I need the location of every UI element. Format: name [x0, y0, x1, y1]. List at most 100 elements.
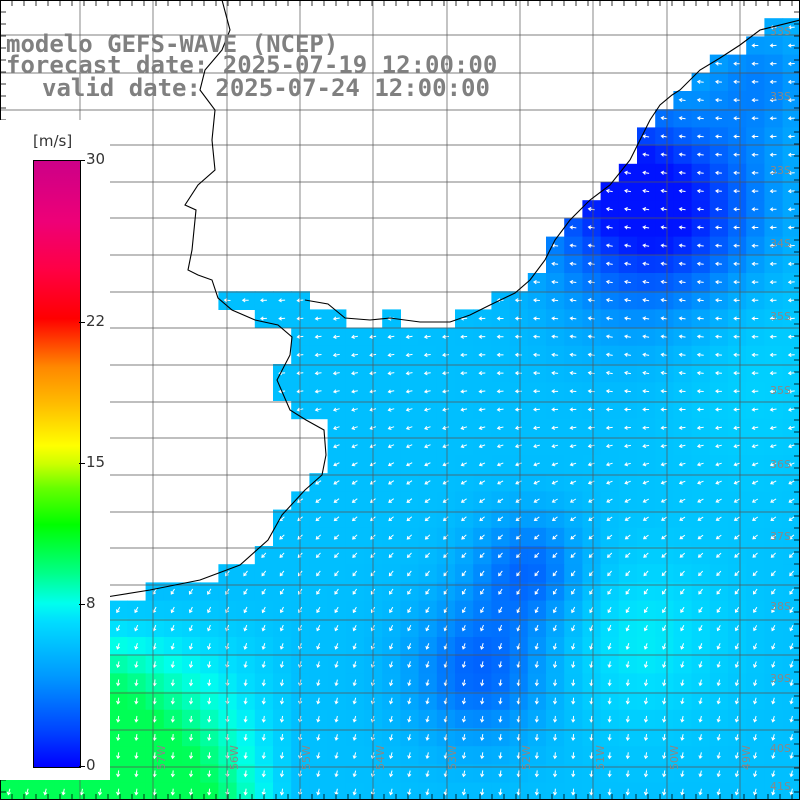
wind-arrow	[571, 734, 576, 741]
wind-arrow	[479, 516, 485, 522]
wind-arrow	[480, 606, 485, 614]
wind-arrow	[605, 334, 613, 339]
wind-arrow	[769, 462, 777, 467]
wind-arrow	[441, 371, 449, 376]
wind-arrow	[352, 679, 357, 687]
wind-arrow	[425, 552, 431, 558]
wind-arrow	[698, 788, 703, 796]
wind-arrow	[733, 298, 741, 303]
wind-arrow	[715, 116, 722, 121]
wind-arrow	[551, 498, 558, 503]
wind-arrow	[751, 279, 759, 285]
wind-arrow	[643, 661, 648, 669]
wind-arrow	[480, 679, 485, 687]
wind-arrow	[770, 516, 777, 522]
wind-arrow	[660, 152, 668, 157]
wind-arrow	[225, 588, 230, 595]
wind-arrow	[405, 352, 413, 358]
wind-arrow	[387, 389, 395, 394]
wind-arrow	[769, 134, 777, 139]
wind-arrow	[116, 770, 121, 778]
wind-arrow	[316, 734, 321, 741]
wind-arrow	[642, 480, 650, 485]
wind-arrow	[698, 734, 703, 741]
wind-arrow	[696, 207, 704, 212]
wind-arrow	[680, 752, 685, 760]
wind-arrow	[552, 661, 558, 669]
wind-arrow	[624, 407, 631, 412]
wind-arrow	[660, 207, 668, 212]
wind-arrow	[753, 770, 758, 778]
wind-arrow	[425, 770, 430, 778]
wind-arrow	[315, 498, 322, 503]
wind-arrow	[279, 752, 285, 760]
wind-arrow	[716, 752, 721, 760]
wind-arrow	[552, 534, 558, 540]
wind-arrow	[314, 389, 322, 394]
wind-arrow	[61, 788, 66, 796]
wind-arrow	[624, 534, 631, 540]
wind-arrow	[751, 480, 759, 485]
wind-arrow	[605, 370, 613, 376]
longitude-label: 51W	[594, 745, 607, 770]
wind-arrow	[660, 407, 668, 412]
wind-arrow	[625, 606, 630, 614]
wind-arrow	[552, 770, 558, 778]
wind-arrow	[696, 188, 704, 194]
wind-arrow	[698, 661, 703, 669]
wind-arrow	[406, 462, 413, 467]
wind-arrow	[551, 352, 559, 357]
wind-arrow	[660, 480, 668, 485]
wind-arrow	[387, 462, 395, 467]
wind-arrow	[461, 624, 466, 632]
wind-arrow	[352, 570, 358, 577]
wind-arrow	[243, 606, 248, 614]
wind-arrow	[461, 752, 467, 760]
wind-arrow	[496, 334, 504, 339]
colorbar-legend: [m/s] 30 22 15 8 0	[0, 120, 110, 780]
wind-arrow	[607, 588, 612, 595]
wind-arrow	[605, 407, 613, 412]
colorbar-tick-mark	[79, 160, 85, 161]
wind-arrow	[678, 97, 686, 103]
wind-arrow	[243, 697, 248, 705]
wind-arrow	[480, 752, 485, 760]
wind-arrow	[314, 352, 322, 358]
wind-arrow	[697, 498, 704, 503]
wind-arrow	[316, 752, 321, 760]
colorbar-unit: [m/s]	[33, 132, 73, 150]
wind-arrow	[698, 697, 703, 705]
wind-arrow	[624, 243, 631, 248]
wind-arrow	[789, 734, 794, 741]
wind-arrow	[715, 389, 722, 394]
wind-arrow	[624, 480, 631, 485]
colorbar-tick-mark	[79, 463, 85, 464]
wind-arrow	[715, 188, 722, 194]
wind-arrow	[188, 624, 193, 632]
wind-arrow	[715, 425, 722, 430]
wind-arrow	[116, 697, 121, 705]
wind-arrow	[624, 443, 631, 449]
wind-arrow	[498, 643, 503, 650]
wind-arrow	[716, 606, 721, 613]
wind-arrow	[334, 752, 339, 760]
wind-arrow	[770, 534, 777, 540]
wind-arrow	[316, 715, 321, 723]
wind-arrow	[698, 679, 703, 687]
wind-arrow	[606, 552, 613, 558]
wind-arrow	[334, 552, 340, 558]
wind-arrow	[696, 243, 704, 248]
wind-arrow	[715, 170, 722, 175]
wind-arrow	[425, 734, 430, 741]
wind-arrow	[551, 444, 559, 449]
wind-arrow	[207, 679, 212, 687]
wind-arrow	[662, 606, 667, 614]
wind-arrow	[569, 316, 577, 321]
wind-arrow	[425, 752, 430, 760]
latitude-label: 34S	[770, 237, 791, 250]
latitude-label: 33S	[770, 164, 791, 177]
wind-arrow	[552, 734, 558, 741]
wind-arrow	[389, 734, 394, 741]
latitude-labels: 33S 33S 33S 34S 35S 35S 36S 37S 38S 39S 40S 41S	[770, 25, 791, 793]
wind-arrow	[442, 425, 449, 430]
